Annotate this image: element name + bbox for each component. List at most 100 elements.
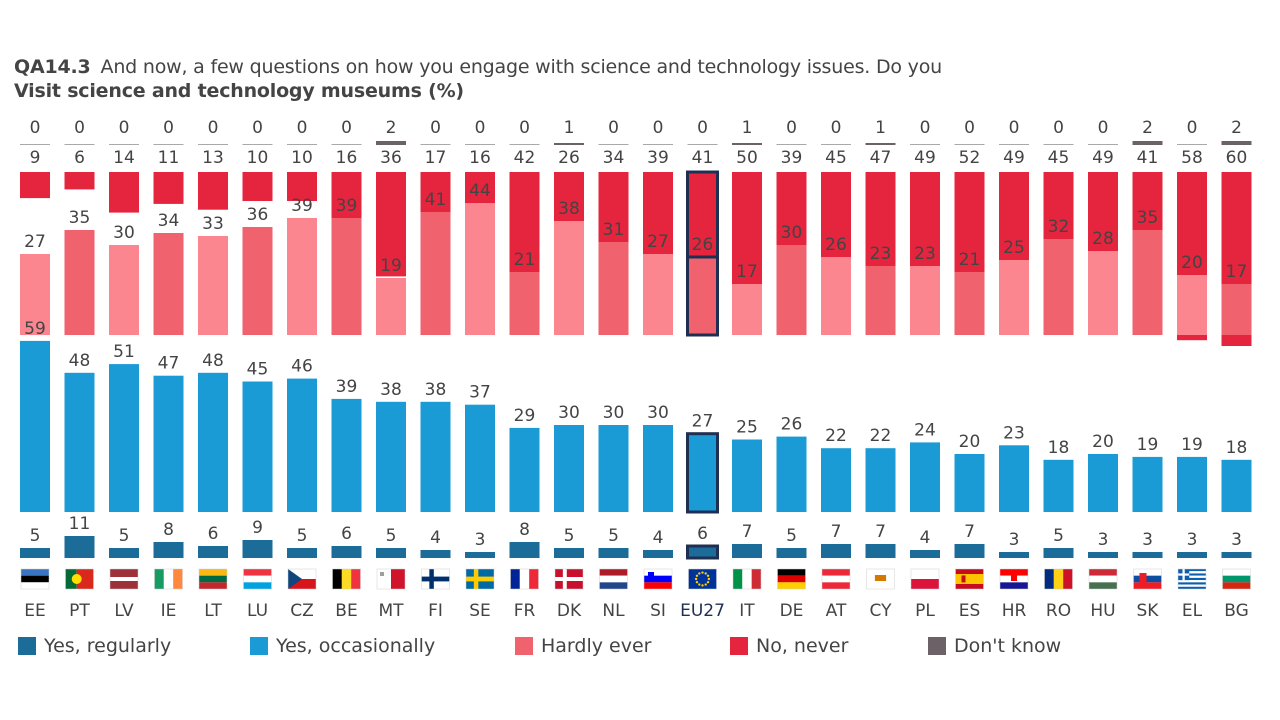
bar-occasionally-lu: [242, 381, 273, 512]
value-label-never-lu: 10: [247, 148, 269, 168]
value-label-never-se: 16: [469, 148, 491, 168]
bar-regularly-bg: [1221, 552, 1252, 558]
bar-occasionally-mt: [376, 401, 406, 512]
value-label-hardly-ever-mt: 19: [380, 256, 402, 276]
value-label-never-si: 39: [647, 148, 669, 168]
value-label-never-pl: 49: [914, 148, 936, 168]
legend-item-dont-know: Don't know: [928, 635, 1061, 657]
bar-hardly-ever-hu: [1088, 251, 1118, 335]
bar-regularly-ro: [1043, 548, 1074, 558]
value-label-never-de: 39: [781, 148, 803, 168]
value-label-occasionally-pl: 24: [914, 420, 936, 440]
bar-dont-know-ee: [20, 144, 50, 145]
value-label-dont-know-cy: 1: [875, 118, 886, 138]
value-label-dont-know-pt: 0: [74, 118, 85, 138]
value-label-occasionally-fr: 29: [514, 406, 536, 426]
category-label-lv: LV: [114, 601, 134, 621]
category-label-hr: HR: [1002, 601, 1027, 621]
bar-occasionally-at: [821, 448, 851, 512]
value-label-never-fi: 17: [425, 148, 447, 168]
value-label-regularly-sk: 3: [1142, 530, 1153, 550]
value-label-never-it: 50: [736, 148, 758, 168]
value-label-hardly-ever-cz: 39: [291, 196, 313, 216]
value-label-hardly-ever-cy: 23: [870, 244, 892, 264]
value-label-dont-know-it: 1: [742, 118, 753, 138]
bar-occasionally-eu27: [686, 432, 719, 514]
bar-hardly-ever-sk: [1132, 230, 1163, 335]
value-label-occasionally-hr: 23: [1003, 423, 1025, 443]
value-label-regularly-ro: 5: [1053, 526, 1064, 546]
question-text: And now, a few questions on how you enga…: [100, 56, 943, 78]
bar-occasionally-it: [732, 439, 762, 512]
value-label-regularly-nl: 5: [608, 526, 619, 546]
bar-occasionally-es: [954, 454, 985, 512]
value-label-never-be: 16: [336, 148, 358, 168]
legend-item-hardly-ever: Hardly ever: [515, 635, 651, 657]
bar-hardly-ever-es: [954, 272, 985, 335]
bar-regularly-ee: [20, 548, 50, 558]
value-label-occasionally-cy: 22: [870, 426, 892, 446]
category-label-el: EL: [1182, 601, 1203, 621]
flag-sweden-icon: [465, 568, 495, 590]
flag-croatia-icon: [999, 568, 1029, 590]
bar-dont-know-de: [776, 144, 807, 145]
bar-occasionally-pl: [910, 442, 940, 512]
flag-poland-icon: [910, 568, 940, 590]
flag-finland-icon: [421, 568, 450, 590]
category-label-se: SE: [469, 601, 491, 621]
value-label-regularly-se: 3: [475, 530, 486, 550]
value-label-never-ro: 45: [1048, 148, 1070, 168]
value-label-hardly-ever-de: 30: [781, 223, 803, 243]
flag-netherlands-icon: [599, 568, 628, 590]
bar-occasionally-fi: [420, 401, 451, 512]
bar-occasionally-el: [1177, 456, 1207, 512]
flag-austria-icon: [821, 568, 851, 590]
bar-regularly-it: [732, 544, 762, 558]
category-label-eu27: EU27: [680, 601, 725, 621]
category-label-mt: MT: [378, 601, 404, 621]
flag-cyprus-icon: [866, 568, 895, 590]
category-label-cy: CY: [870, 601, 893, 621]
category-label-it: IT: [739, 601, 755, 621]
flag-czechia-icon: [287, 568, 317, 590]
value-label-occasionally-ee: 59: [24, 319, 46, 339]
value-label-hardly-ever-pt: 35: [69, 208, 91, 228]
value-label-occasionally-nl: 30: [603, 403, 625, 423]
value-label-occasionally-dk: 30: [558, 403, 580, 423]
value-label-hardly-ever-hu: 28: [1092, 229, 1114, 249]
bar-hardly-ever-cz: [287, 218, 317, 335]
legend-label-never: No, never: [756, 635, 849, 657]
value-label-regularly-at: 7: [831, 522, 842, 542]
value-label-regularly-si: 4: [653, 528, 664, 548]
value-label-occasionally-lv: 51: [113, 342, 135, 362]
value-label-hardly-ever-nl: 31: [603, 220, 625, 240]
value-label-regularly-hu: 3: [1098, 530, 1109, 550]
value-label-dont-know-fi: 0: [430, 118, 441, 138]
bar-occasionally-hr: [999, 445, 1029, 512]
chart-legend: Yes, regularly Yes, occasionally Hardly …: [18, 635, 1278, 665]
category-label-de: DE: [780, 601, 804, 621]
bar-regularly-se: [465, 552, 495, 558]
legend-label-hardly-ever: Hardly ever: [541, 635, 652, 657]
category-label-fi: FI: [428, 601, 443, 621]
legend-item-regularly: Yes, regularly: [18, 635, 171, 657]
bar-regularly-ie: [153, 542, 184, 558]
value-label-occasionally-pt: 48: [69, 351, 91, 371]
value-label-dont-know-sk: 2: [1142, 118, 1153, 138]
bar-dont-know-fi: [420, 144, 451, 145]
value-label-hardly-ever-be: 39: [336, 196, 358, 216]
category-label-si: SI: [650, 601, 666, 621]
bar-occasionally-fr: [509, 427, 540, 512]
value-label-never-cz: 10: [291, 148, 313, 168]
legend-swatch-occasionally: [250, 637, 268, 655]
value-label-hardly-ever-ie: 34: [158, 211, 180, 231]
flag-bulgaria-icon: [1222, 568, 1251, 590]
flag-romania-icon: [1044, 568, 1073, 590]
legend-label-regularly: Yes, regularly: [44, 635, 172, 657]
bar-hardly-ever-se: [465, 203, 495, 335]
value-label-dont-know-si: 0: [653, 118, 664, 138]
bar-regularly-cz: [287, 548, 317, 558]
flag-eu-icon: [688, 568, 717, 590]
bar-regularly-cy: [865, 544, 896, 558]
bar-regularly-lt: [198, 546, 228, 558]
